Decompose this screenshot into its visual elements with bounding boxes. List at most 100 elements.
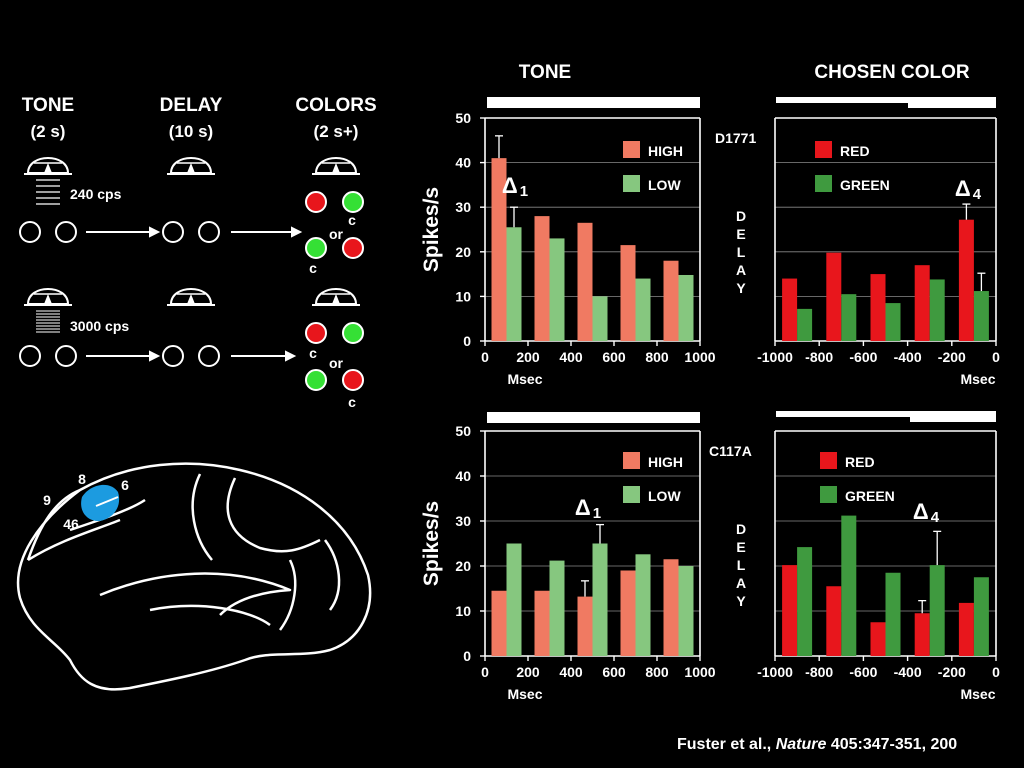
bar-green xyxy=(885,303,901,341)
bar-green xyxy=(797,308,813,341)
bar-low xyxy=(506,227,522,341)
x-tick-label: -400 xyxy=(894,664,922,680)
bar-red xyxy=(782,565,798,656)
bar-high xyxy=(577,596,593,656)
arrow-icon xyxy=(86,350,297,362)
bar-low xyxy=(592,543,608,656)
tone-waves-low xyxy=(36,179,60,205)
y-tick-label: 30 xyxy=(455,199,471,215)
y-axis-label: Spikes/s xyxy=(420,187,443,272)
y-tick-label: 10 xyxy=(455,603,471,619)
central-sulcus xyxy=(191,473,213,561)
y-tick-label: 0 xyxy=(463,648,471,664)
arrow-icon xyxy=(86,226,303,238)
or-label: or xyxy=(329,355,344,371)
legend-swatch-green xyxy=(815,175,832,192)
chart-color-top: -1000 -800 -600 -400 -200 0 Msec D1771 RED GREEN Δ… xyxy=(715,117,1000,387)
y-tick-label: 20 xyxy=(455,558,471,574)
correct-marker: c xyxy=(348,394,356,410)
x-tick-label: -600 xyxy=(849,349,877,365)
superior-temporal-sulcus xyxy=(149,604,271,627)
recording-site-patch xyxy=(81,484,120,522)
x-tick-label: 200 xyxy=(516,664,540,680)
legend-swatch-green xyxy=(820,486,837,503)
bar-red xyxy=(958,602,974,656)
arcuate-sulcus xyxy=(69,498,146,532)
legend-swatch-red xyxy=(820,452,837,469)
bar-red xyxy=(826,252,842,341)
x-tick-label: 400 xyxy=(559,349,583,365)
y-tick-label: 0 xyxy=(463,333,471,349)
delay-letter: D xyxy=(736,521,746,537)
y-tick-label: 20 xyxy=(455,244,471,260)
delta-subscript: 4 xyxy=(931,509,940,526)
delay-letter: D xyxy=(736,208,746,224)
chart-tone-top: 0 200 400 600 800 1000 0 10 20 30 40 50 Msec Spikes/s… xyxy=(420,110,746,387)
legend-swatch-high xyxy=(623,452,640,469)
x-tick-label: -200 xyxy=(938,664,966,680)
delta-subscript: 1 xyxy=(593,505,601,522)
intraparietal-sulcus xyxy=(226,477,321,553)
legend-swatch-high xyxy=(623,141,640,158)
bar-red xyxy=(914,613,930,656)
speaker-icon xyxy=(167,157,215,175)
tone-duration: (2 s) xyxy=(31,122,66,141)
y-axis-label: Spikes/s xyxy=(420,501,443,586)
y-tick-label: 40 xyxy=(455,468,471,484)
chart-color-bottom: -1000 -800 -600 -400 -200 0 Msec C117A RED GREEN Δ… xyxy=(709,430,1000,702)
bar-low xyxy=(506,543,522,656)
delta-subscript: 4 xyxy=(973,186,982,203)
citation-authors: Fuster et al., xyxy=(677,736,776,753)
y-tick-label: 30 xyxy=(455,513,471,529)
delay-title: DELAY xyxy=(160,95,223,116)
patch-pointer xyxy=(95,496,119,507)
bar-high xyxy=(620,570,636,656)
x-tick-label: 600 xyxy=(602,664,626,680)
bar-high xyxy=(663,559,679,656)
tone-title: TONE xyxy=(22,95,74,116)
y-tick-label: 50 xyxy=(455,110,471,126)
legend-label-low: LOW xyxy=(648,177,681,193)
speaker-icon xyxy=(24,288,72,306)
x-tick-label: -1000 xyxy=(757,664,793,680)
x-tick-label: 1000 xyxy=(684,349,715,365)
brain-drawing xyxy=(16,462,372,691)
bar-red xyxy=(958,219,974,341)
bar-green xyxy=(973,577,989,656)
tone-label-240: 240 cps xyxy=(70,186,122,202)
bar-low xyxy=(635,554,651,656)
x-tick-label: 600 xyxy=(602,349,626,365)
legend-label-green: GREEN xyxy=(840,177,890,193)
bar-low xyxy=(635,278,651,341)
x-axis-label: Msec xyxy=(960,371,995,387)
citation-journal: Nature xyxy=(776,736,827,753)
tone-label-3000: 3000 cps xyxy=(70,318,129,334)
delay-letter: E xyxy=(736,226,745,242)
bar-green xyxy=(841,515,857,656)
area-label: 8 xyxy=(78,471,86,487)
legend-label-red: RED xyxy=(840,143,870,159)
tone-period-bar xyxy=(487,97,700,108)
speaker-icon xyxy=(312,157,360,175)
bar-red xyxy=(870,622,886,656)
task-schematic: TONE (2 s) DELAY (10 s) COLORS (2 s+) xyxy=(19,95,377,410)
y-tick-label: 40 xyxy=(455,155,471,171)
fixation-circles xyxy=(19,221,220,243)
bar-high xyxy=(577,222,593,341)
x-tick-label: 800 xyxy=(645,349,669,365)
bar-green xyxy=(885,572,901,656)
delta-subscript: 1 xyxy=(520,183,528,200)
speaker-icon xyxy=(24,157,72,175)
correct-marker: c xyxy=(309,345,317,361)
delay-letter: Y xyxy=(736,280,746,296)
area-label: 6 xyxy=(121,477,129,493)
x-tick-label: 800 xyxy=(645,664,669,680)
principal-sulcus xyxy=(27,518,121,562)
delay-letter: A xyxy=(736,575,746,591)
x-tick-label: -600 xyxy=(849,664,877,680)
correct-marker: c xyxy=(348,212,356,228)
occipital-sulcus xyxy=(323,539,341,611)
